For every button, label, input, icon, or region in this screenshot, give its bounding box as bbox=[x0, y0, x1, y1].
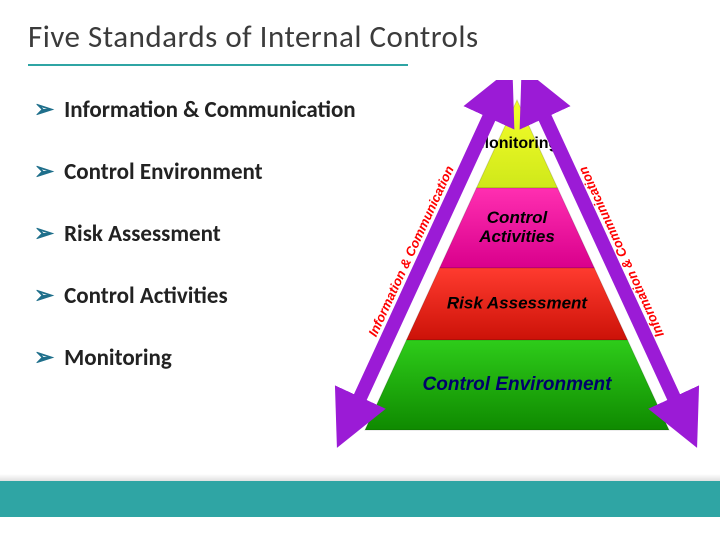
bullet-label: Control Activities bbox=[64, 282, 228, 310]
chevron-right-icon: ➢ bbox=[34, 282, 54, 310]
bullet-label: Risk Assessment bbox=[64, 220, 221, 248]
pyramid-svg: Monitoring ControlActivities Risk Assessme… bbox=[315, 80, 720, 470]
slide: Five Standards of Internal Controls ➢ In… bbox=[0, 0, 720, 540]
svg-text:Activities: Activities bbox=[478, 227, 555, 246]
svg-text:Monitoring: Monitoring bbox=[476, 135, 559, 152]
footer-shadow bbox=[0, 474, 720, 481]
footer-band bbox=[0, 481, 720, 517]
pyramid-diagram: Monitoring ControlActivities Risk Assessme… bbox=[315, 80, 720, 470]
svg-text:Control Environment: Control Environment bbox=[423, 374, 613, 395]
chevron-right-icon: ➢ bbox=[34, 96, 54, 124]
svg-text:Risk Assessment: Risk Assessment bbox=[447, 293, 589, 312]
bullet-label: Monitoring bbox=[64, 344, 172, 372]
chevron-right-icon: ➢ bbox=[34, 158, 54, 186]
chevron-right-icon: ➢ bbox=[34, 220, 54, 248]
title-underline bbox=[28, 64, 408, 66]
bullet-label: Information & Communication bbox=[64, 96, 356, 124]
bullet-label: Control Environment bbox=[64, 158, 263, 186]
page-title: Five Standards of Internal Controls bbox=[28, 18, 479, 56]
chevron-right-icon: ➢ bbox=[34, 344, 54, 372]
svg-text:Control: Control bbox=[487, 208, 549, 227]
